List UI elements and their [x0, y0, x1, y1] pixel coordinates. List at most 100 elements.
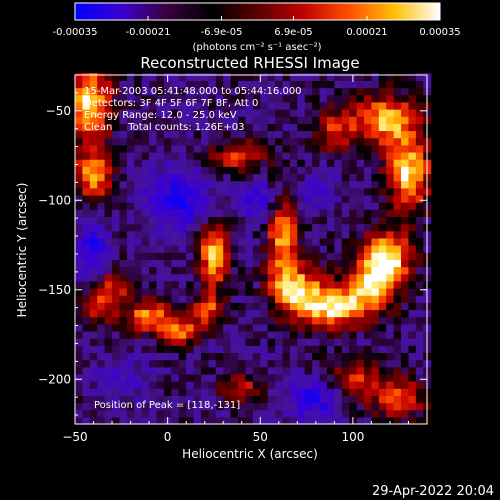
heatmap-pixel — [163, 330, 172, 339]
heatmap-pixel — [156, 180, 165, 189]
heatmap-pixel — [334, 338, 343, 346]
heatmap-pixel — [356, 266, 365, 275]
y-tick-label: −100 — [38, 193, 71, 207]
heatmap-pixel — [304, 280, 313, 289]
heatmap-pixel — [401, 273, 410, 282]
heatmap-pixel — [119, 345, 128, 354]
heatmap-pixel — [297, 373, 306, 382]
heatmap-pixel — [341, 151, 350, 160]
heatmap-pixel — [200, 402, 209, 411]
heatmap-pixel — [334, 273, 343, 282]
heatmap-pixel — [371, 94, 380, 103]
heatmap-pixel — [126, 73, 135, 81]
heatmap-pixel — [223, 259, 232, 268]
heatmap-pixel — [275, 223, 284, 232]
heatmap-pixel — [378, 245, 387, 253]
heatmap-pixel — [267, 173, 276, 182]
heatmap-pixel — [97, 137, 106, 146]
heatmap-pixel — [289, 187, 298, 196]
heatmap-pixel — [134, 166, 143, 175]
heatmap-pixel — [75, 338, 84, 346]
heatmap-pixel — [371, 144, 380, 153]
heatmap-pixel — [267, 187, 276, 196]
heatmap-pixel — [208, 330, 217, 339]
heatmap-pixel — [223, 366, 232, 375]
heatmap-pixel — [245, 280, 254, 289]
heatmap-pixel — [275, 366, 284, 375]
heatmap-pixel — [75, 230, 84, 239]
annotation-detectors: Detectors: 3F 4F 5F 6F 7F 8F, Att 0 — [84, 98, 258, 109]
heatmap-pixel — [364, 352, 373, 361]
heatmap-pixel — [178, 381, 187, 389]
heatmap-pixel — [156, 323, 165, 332]
heatmap-pixel — [97, 338, 106, 346]
heatmap-pixel — [415, 323, 424, 332]
heatmap-pixel — [193, 180, 202, 189]
heatmap-pixel — [282, 73, 291, 81]
heatmap-pixel — [82, 359, 91, 368]
heatmap-pixel — [341, 245, 350, 253]
heatmap-image — [75, 73, 432, 425]
heatmap-pixel — [82, 416, 91, 425]
heatmap-pixel — [171, 173, 180, 182]
heatmap-pixel — [163, 395, 172, 404]
heatmap-pixel — [200, 266, 209, 275]
heatmap-pixel — [193, 173, 202, 182]
heatmap-pixel — [401, 159, 410, 167]
heatmap-pixel — [304, 330, 313, 339]
heatmap-pixel — [386, 338, 395, 346]
heatmap-pixel — [401, 259, 410, 268]
heatmap-pixel — [200, 395, 209, 404]
heatmap-pixel — [156, 352, 165, 361]
heatmap-pixel — [223, 123, 232, 132]
heatmap-pixel — [208, 73, 217, 81]
heatmap-pixel — [82, 409, 91, 418]
heatmap-pixel — [223, 252, 232, 260]
heatmap-pixel — [178, 216, 187, 225]
heatmap-pixel — [260, 130, 269, 139]
heatmap-pixel — [97, 101, 106, 110]
heatmap-pixel — [245, 80, 254, 89]
heatmap-pixel — [408, 316, 417, 325]
heatmap-pixel — [349, 87, 358, 96]
heatmap-pixel — [326, 295, 335, 303]
heatmap-pixel — [75, 166, 84, 175]
heatmap-pixel — [156, 402, 165, 411]
heatmap-pixel — [104, 402, 113, 411]
heatmap-pixel — [378, 94, 387, 103]
heatmap-pixel — [238, 166, 247, 175]
heatmap-pixel — [341, 223, 350, 232]
heatmap-pixel — [171, 116, 180, 124]
heatmap-pixel — [208, 109, 217, 117]
heatmap-pixel — [149, 259, 158, 268]
heatmap-pixel — [104, 101, 113, 110]
heatmap-pixel — [230, 309, 239, 318]
heatmap-pixel — [312, 287, 321, 296]
heatmap-pixel — [386, 287, 395, 296]
heatmap-pixel — [112, 245, 121, 253]
heatmap-pixel — [371, 388, 380, 396]
heatmap-pixel — [112, 130, 121, 139]
heatmap-pixel — [386, 130, 395, 139]
heatmap-pixel — [104, 116, 113, 124]
heatmap-pixel — [260, 338, 269, 346]
heatmap-pixel — [119, 309, 128, 318]
heatmap-pixel — [312, 409, 321, 418]
y-tick-label: −200 — [38, 372, 71, 386]
heatmap-pixel — [171, 388, 180, 396]
heatmap-pixel — [326, 245, 335, 253]
heatmap-pixel — [119, 395, 128, 404]
x-tick-label: 100 — [341, 430, 364, 444]
heatmap-pixel — [408, 209, 417, 217]
heatmap-pixel — [364, 259, 373, 268]
heatmap-pixel — [401, 395, 410, 404]
heatmap-pixel — [408, 87, 417, 96]
heatmap-pixel — [193, 252, 202, 260]
heatmap-pixel — [386, 266, 395, 275]
heatmap-pixel — [112, 402, 121, 411]
heatmap-pixel — [341, 116, 350, 124]
heatmap-pixel — [289, 73, 298, 81]
heatmap-pixel — [230, 130, 239, 139]
heatmap-pixel — [312, 237, 321, 246]
heatmap-pixel — [334, 151, 343, 160]
